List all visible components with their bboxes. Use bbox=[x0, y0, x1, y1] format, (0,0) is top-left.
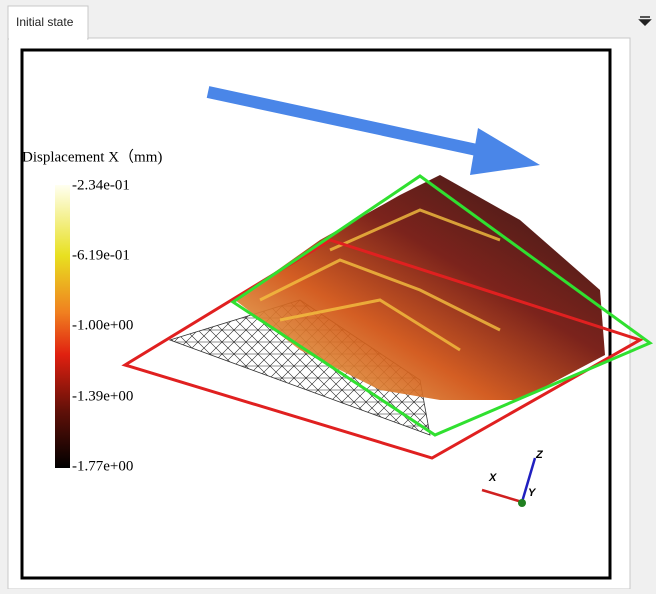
legend-label: -1.39e+00 bbox=[72, 388, 133, 404]
mesh-strands bbox=[259, 208, 501, 352]
legend-label: -1.77e+00 bbox=[72, 458, 133, 474]
triad-y-label: Y bbox=[528, 487, 537, 499]
legend-label: -2.34e-01 bbox=[72, 177, 130, 193]
legend-title: Displacement X（mm) bbox=[22, 148, 162, 165]
mesh-deformed bbox=[235, 175, 605, 400]
tab-join bbox=[9, 36, 87, 40]
triad-z-axis bbox=[520, 457, 537, 503]
triad-x-label: X bbox=[488, 472, 497, 484]
tab[interactable] bbox=[7, 5, 89, 40]
legend-label: -6.19e-01 bbox=[72, 247, 130, 263]
dropdown-button[interactable] bbox=[638, 16, 652, 27]
triad-x-axis bbox=[481, 488, 523, 504]
colorbar bbox=[55, 185, 70, 468]
legend-label: -1.00e+00 bbox=[72, 317, 133, 333]
triad-y-axis bbox=[518, 499, 526, 507]
direction-arrow-head bbox=[470, 128, 540, 175]
tab-label[interactable]: Initial state bbox=[16, 15, 74, 29]
deformed-plane bbox=[230, 174, 654, 437]
direction-arrow bbox=[206, 86, 502, 161]
triad-z-label: Z bbox=[535, 449, 544, 461]
